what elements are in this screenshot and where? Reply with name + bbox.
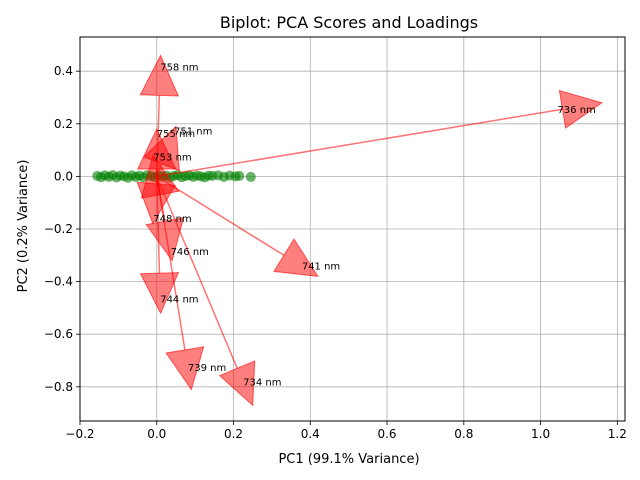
loading-label: 736 nm (557, 105, 595, 116)
score-point (245, 171, 256, 182)
loading-arrow-shaft (156, 175, 285, 256)
x-tick-label: 1.0 (531, 427, 550, 441)
loading-arrow-head (139, 54, 180, 97)
y-tick-label: 0.4 (54, 64, 73, 78)
loading-label: 758 nm (160, 63, 198, 74)
loading-label: 746 nm (171, 247, 209, 258)
loading-label: 755 nm (157, 129, 195, 140)
loading-arrow-head (558, 89, 604, 129)
x-tick-label: −0.2 (65, 427, 94, 441)
loading-arrow-head (273, 238, 319, 277)
loading-arrow-shaft (156, 176, 161, 274)
loading-arrow-shaft (156, 108, 563, 178)
score-points (92, 170, 256, 183)
loading-arrow-shaft (156, 176, 186, 351)
x-tick-label: 1.2 (608, 427, 627, 441)
chart-title: Biplot: PCA Scores and Loadings (220, 13, 478, 32)
x-tick-label: 0.4 (301, 427, 320, 441)
loading-arrow-head (136, 181, 176, 225)
loading-label: 741 nm (302, 261, 340, 272)
loading-label: 744 nm (160, 294, 198, 305)
plot-frame (79, 36, 626, 422)
y-tick-label: −0.6 (44, 327, 73, 341)
loading-label: 753 nm (153, 152, 191, 163)
loading-arrow-head (218, 360, 256, 407)
x-tick-label: 0.2 (224, 427, 243, 441)
loading-arrow-head (139, 272, 180, 315)
y-axis-label: PC2 (0.2% Variance) (16, 160, 31, 293)
score-point (234, 170, 245, 181)
y-tick-label: −0.8 (44, 380, 73, 394)
y-tick-label: −0.4 (44, 275, 73, 289)
loading-arrow-head (165, 346, 205, 391)
y-axis-ticks: −0.8 −0.6 −0.4 −0.2 0.0 0.2 0.4 (44, 64, 80, 394)
loading-label: 751 nm (174, 126, 212, 137)
x-axis-ticks: −0.2 0.0 0.2 0.4 0.6 0.8 1.0 1.2 (65, 421, 627, 441)
x-axis-label: PC1 (99.1% Variance) (278, 452, 419, 467)
loading-label: 739 nm (188, 363, 226, 374)
x-tick-label: 0.0 (147, 427, 166, 441)
loading-label: 748 nm (153, 214, 191, 225)
y-tick-label: 0.0 (54, 169, 73, 183)
loading-label: 734 nm (243, 377, 281, 388)
y-tick-label: 0.2 (54, 117, 73, 131)
y-tick-label: −0.2 (44, 222, 73, 236)
x-tick-label: 0.6 (377, 427, 396, 441)
x-tick-label: 0.8 (454, 427, 473, 441)
loading-arrow-shaft (156, 176, 238, 369)
